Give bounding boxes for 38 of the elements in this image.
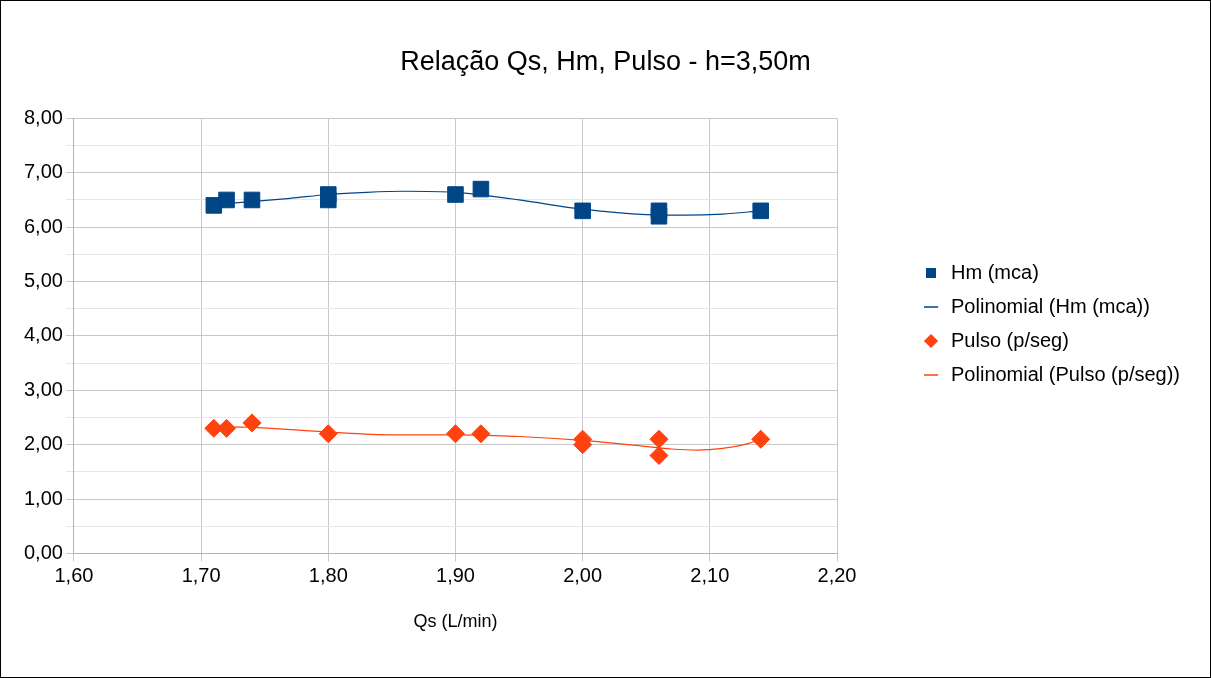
- x-tick-label: 1,70: [181, 563, 221, 586]
- legend-label: Polinomial (Pulso (p/seg)): [951, 362, 1181, 385]
- point: [242, 413, 262, 433]
- x-tick-label: 1,60: [54, 563, 94, 586]
- point: [752, 202, 769, 220]
- legend-label: Pulso (p/seg): [951, 328, 1069, 351]
- y-tick-label: 1,00: [23, 486, 63, 509]
- chart-title: Relação Qs, Hm, Pulso - h=3,50m: [400, 45, 811, 76]
- point: [218, 191, 235, 209]
- point: [649, 429, 669, 449]
- point: [217, 418, 237, 438]
- point: [471, 424, 491, 444]
- y-tick-label: 0,00: [23, 540, 63, 563]
- y-tick-label: 8,00: [23, 105, 63, 128]
- point: [751, 429, 771, 449]
- x-tick-label: 1,90: [436, 563, 475, 586]
- x-axis-title: Qs (L/min): [413, 611, 498, 632]
- x-tick-label: 2,00: [563, 563, 603, 586]
- y-tick-label: 4,00: [23, 323, 63, 346]
- y-tick-label: 5,00: [23, 269, 63, 292]
- point: [445, 424, 465, 444]
- x-tick-label: 1,80: [308, 563, 348, 586]
- y-tick-label: 6,00: [23, 214, 63, 237]
- point: [447, 186, 464, 203]
- x-tick-label: 2,10: [690, 563, 730, 586]
- point: [574, 202, 591, 220]
- point: [318, 424, 338, 444]
- point: [649, 446, 669, 466]
- point: [243, 191, 261, 209]
- legend-label: Polinomial (Hm (mca)): [951, 294, 1150, 317]
- y-tick-label: 2,00: [23, 432, 63, 455]
- legend-label: Hm (mca): [951, 260, 1039, 283]
- y-tick-label: 3,00: [23, 377, 63, 400]
- y-tick-label: 7,00: [23, 160, 63, 183]
- point: [320, 186, 337, 203]
- x-tick-label: 2,20: [817, 563, 857, 586]
- point: [472, 180, 490, 198]
- point: [650, 202, 668, 220]
